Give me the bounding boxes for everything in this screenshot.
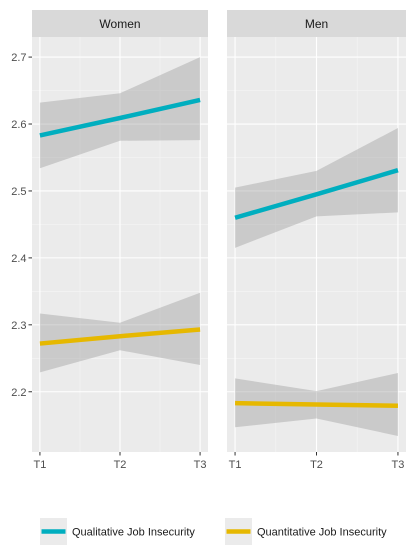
legend: Qualitative Job Insecurity Quantitative J…: [40, 518, 387, 545]
facet-strip-women: [32, 10, 208, 37]
series-line-women-0: [39, 97, 201, 138]
x-tick-label: T1: [229, 459, 242, 471]
x-tick-label: T2: [114, 459, 127, 471]
x-tick-label: T3: [392, 459, 405, 471]
y-tick-label: 2.4: [11, 253, 26, 265]
legend-label: Qualitative Job Insecurity: [72, 527, 195, 539]
y-tick-label: 2.5: [11, 186, 26, 198]
ci-ribbon-women-1: [39, 292, 201, 373]
x-tick-label: T2: [310, 459, 323, 471]
x-tick-label: T1: [33, 459, 46, 471]
series-line-women-1: [39, 327, 201, 346]
series-line-men-0: [234, 168, 399, 220]
y-tick-label: 2.7: [11, 52, 26, 64]
y-tick-label: 2.6: [11, 119, 26, 131]
series-line-men-1: [235, 400, 398, 409]
legend-label: Quantitative Job Insecurity: [257, 527, 387, 539]
ci-ribbon-women-0: [39, 57, 201, 169]
facet-strip-men: [227, 10, 406, 37]
x-tick-label: T3: [194, 459, 207, 471]
facet-label-men: Men: [305, 17, 328, 31]
ci-ribbon-men-0: [235, 128, 398, 248]
facet-label-women: Women: [99, 17, 140, 31]
y-tick-label: 2.3: [11, 320, 26, 332]
y-tick-label: 2.2: [11, 387, 26, 399]
